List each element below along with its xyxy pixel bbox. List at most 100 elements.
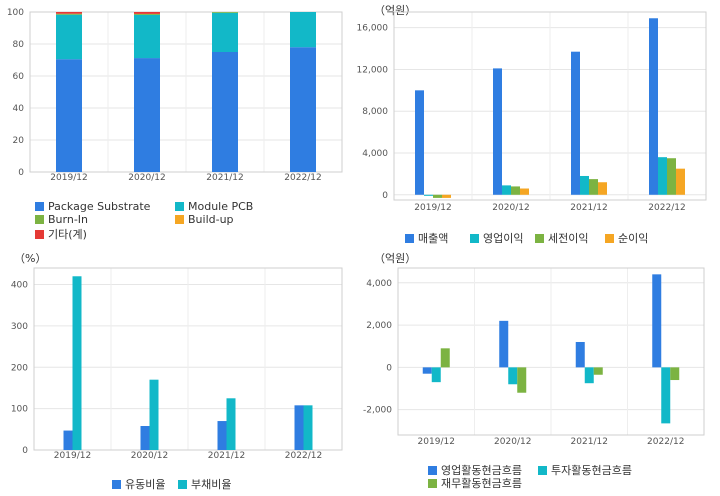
chart-1-plot: 0 20 40 60 80 100 2019/12 2020/12 2021/12 2022/12: [7, 8, 343, 183]
chart-4-plot: -2,000 0 2,000 4,000 2019/12 2020/12 2021/12 20…: [363, 267, 705, 447]
x-tick-label: 2021/12: [208, 451, 245, 461]
bar: [580, 175, 589, 195]
bar: [303, 405, 313, 450]
y-tick-label: 0: [386, 363, 392, 373]
legend-label: 영업활동현금흐름: [441, 464, 522, 477]
chart-2-unit: （억원）: [374, 4, 417, 17]
y-tick-label: -2,000: [363, 406, 392, 416]
x-tick-label: 2020/12: [131, 451, 168, 461]
bar: [140, 426, 150, 450]
bar: [584, 367, 594, 384]
bar: [56, 13, 82, 15]
legend-label: 영업이익: [483, 232, 524, 245]
bar: [212, 12, 238, 53]
legend-swatch: [605, 233, 614, 243]
legend-label: 세전이익: [548, 232, 589, 245]
bar: [499, 320, 509, 368]
chart-3-plot: 0 100 200 300 400 2019/12 2020/12 2021/12 2022/1…: [11, 267, 343, 461]
x-tick-label: 2020/12: [492, 203, 529, 213]
y-tick-label: 20: [13, 136, 25, 146]
legend-label: 매출액: [418, 232, 449, 245]
legend-item: 재무활동현금흐름: [428, 475, 522, 491]
plot-frame: [33, 267, 343, 451]
x-tick-label: 2022/12: [647, 437, 684, 447]
y-tick-label: 100: [7, 8, 24, 18]
x-tick-label: 2021/12: [206, 173, 243, 183]
legend-item: 영업이익: [470, 230, 523, 246]
bar: [134, 58, 160, 172]
x-tick-label: 2019/12: [418, 437, 455, 447]
legend-label: 재무활동현금흐름: [441, 477, 522, 490]
legend-label: Build-up: [188, 213, 234, 226]
legend-label: 투자활동현금흐름: [551, 464, 632, 477]
legend-item: 유동비율: [112, 476, 165, 492]
y-tick-label: 400: [11, 281, 28, 291]
x-tick-label: 2021/12: [570, 203, 607, 213]
legend-swatch: [35, 229, 44, 239]
bar: [56, 59, 82, 173]
chart-panel-4: （억원） -2,000 0 2,000 4,000 2019/12 2020/12 2021…: [360, 248, 720, 496]
legend-item: Package Substrate: [35, 200, 150, 213]
legend-swatch: [178, 479, 187, 489]
bar: [72, 276, 82, 450]
legend-item: 투자활동현금흐름: [538, 462, 632, 478]
chart-4-unit: （억원）: [374, 252, 417, 265]
x-tick-label: 2019/12: [50, 173, 87, 183]
chart-panel-1: 0 20 40 60 80 100 2019/12 2020/12 2021/12 2022/12…: [0, 0, 360, 248]
legend-swatch: [538, 465, 547, 475]
bar: [517, 367, 527, 393]
y-tick-label: 4,000: [362, 149, 388, 159]
bar: [571, 51, 580, 195]
bar: [598, 182, 607, 195]
bar: [508, 367, 518, 385]
legend-item: 매출액: [405, 230, 448, 246]
y-tick-label: 300: [11, 322, 28, 332]
chart-panel-2: （억원） 0 4,000 8,000 12,000 16,000 2019/12 2020/…: [357, 0, 720, 248]
bar: [217, 421, 227, 450]
x-tick-label: 2020/12: [494, 437, 531, 447]
y-tick-label: 0: [382, 191, 388, 201]
bar: [520, 188, 529, 195]
y-tick-label: 2,000: [366, 321, 392, 331]
y-tick-label: 16,000: [357, 24, 389, 34]
legend-label: Package Substrate: [48, 200, 151, 213]
bar: [493, 68, 502, 195]
bar: [226, 398, 236, 450]
x-tick-label: 2022/12: [648, 203, 685, 213]
bar: [294, 405, 304, 450]
legend-item: 기타(계): [35, 226, 87, 242]
legend-label: 유동비율: [125, 478, 166, 491]
bar: [589, 179, 598, 195]
bar: [134, 13, 160, 15]
y-tick-label: 0: [22, 446, 28, 456]
legend-label: Burn-In: [48, 213, 89, 226]
legend-label: 기타(계): [48, 228, 87, 241]
bar: [134, 14, 160, 59]
legend-item: 세전이익: [535, 230, 588, 246]
legend-swatch: [175, 215, 184, 224]
y-tick-label: 80: [13, 40, 25, 50]
legend-swatch: [428, 478, 437, 488]
legend-swatch: [428, 465, 437, 475]
legend-item: 영업활동현금흐름: [428, 462, 522, 478]
x-tick-label: 2021/12: [571, 437, 608, 447]
bar: [56, 12, 82, 14]
legend-item: Module PCB: [175, 200, 253, 213]
x-tick-label: 2022/12: [284, 173, 321, 183]
plot-frame: [29, 11, 343, 173]
bar: [290, 47, 316, 173]
bar: [676, 168, 685, 195]
bar: [667, 158, 676, 195]
legend-swatch: [35, 215, 44, 224]
bar: [149, 379, 159, 450]
bar: [290, 12, 316, 48]
y-tick-label: 4,000: [366, 279, 392, 289]
y-tick-label: 0: [18, 168, 24, 178]
legend-swatch: [175, 202, 184, 211]
bar: [440, 348, 450, 368]
bar: [649, 18, 658, 195]
y-tick-label: 60: [13, 72, 25, 82]
x-tick-label: 2020/12: [128, 173, 165, 183]
y-tick-label: 12,000: [357, 65, 389, 75]
legend-swatch: [35, 202, 44, 211]
